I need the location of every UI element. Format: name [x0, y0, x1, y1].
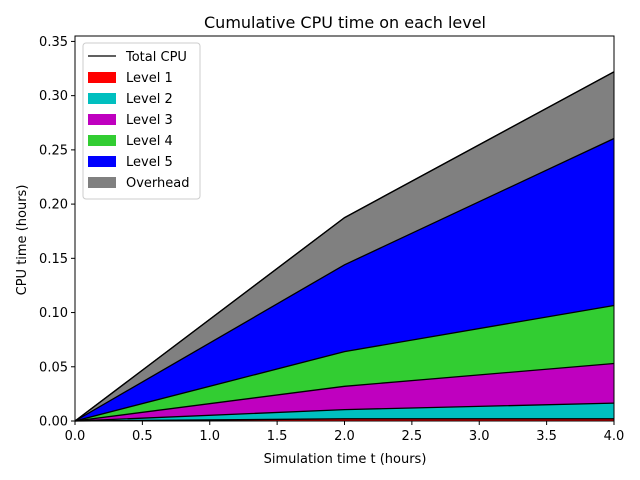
- line-total-cpu: [74, 71, 615, 422]
- boundary-level-5: [74, 137, 615, 422]
- area-layers: [75, 71, 614, 422]
- x-tick-label: 3.0: [469, 429, 490, 444]
- area-level-2: [75, 403, 614, 421]
- legend-label-level-1: Level 1: [126, 71, 173, 86]
- legend-swatch-level-1: [88, 72, 116, 83]
- legend-label-total-cpu: Total CPU: [125, 50, 187, 65]
- y-tick-label: 0.05: [39, 360, 68, 375]
- boundary-level-1: [74, 418, 614, 422]
- x-axis-label: Simulation time t (hours): [264, 452, 427, 467]
- area-boundaries: [74, 71, 615, 422]
- y-tick-label: 0.00: [39, 415, 68, 430]
- legend-swatch-level-2: [88, 93, 116, 104]
- legend-label-level-2: Level 2: [126, 92, 173, 107]
- y-tick-label: 0.35: [39, 35, 68, 50]
- x-tick-label: 1.0: [199, 429, 220, 444]
- area-overhead: [75, 71, 614, 421]
- x-tick-label: 0.0: [65, 429, 86, 444]
- boundary-level-3: [74, 362, 615, 422]
- x-tick-label: 2.0: [334, 429, 355, 444]
- chart-title: Cumulative CPU time on each level: [204, 13, 486, 32]
- y-tick-label: 0.25: [39, 143, 68, 158]
- legend-swatch-level-4: [88, 135, 116, 146]
- boundary-level-2: [74, 402, 615, 422]
- axes: 0.0 0.5 1.0 1.5 2.0 2.5 3.0 3.5 4.0 0.00 0.05 0.10 0…: [39, 35, 624, 444]
- legend-label-overhead: Overhead: [126, 176, 190, 191]
- legend: Total CPU Level 1 Level 2 Level 3 Level 4 Lev…: [82, 42, 201, 200]
- x-tick-label: 2.5: [402, 429, 423, 444]
- area-level-5: [75, 138, 614, 422]
- y-tick-label: 0.10: [39, 306, 68, 321]
- legend-label-level-4: Level 4: [126, 134, 173, 149]
- legend-swatch-level-3: [88, 114, 116, 125]
- legend-swatch-level-5: [88, 156, 116, 167]
- area-level-4: [75, 305, 614, 421]
- x-tick-label: 3.5: [536, 429, 557, 444]
- y-axis-label: CPU time (hours): [15, 185, 30, 296]
- y-tick-label: 0.30: [39, 89, 68, 104]
- y-tick-label: 0.15: [39, 252, 68, 267]
- x-tick-label: 0.5: [132, 429, 153, 444]
- y-tick-label: 0.20: [39, 198, 68, 213]
- boundary-level-4: [74, 304, 615, 422]
- legend-swatch-overhead: [88, 177, 116, 188]
- area-level-3: [75, 363, 614, 421]
- x-tick-label: 4.0: [604, 429, 625, 444]
- legend-label-level-5: Level 5: [126, 155, 173, 170]
- legend-label-level-3: Level 3: [126, 113, 173, 128]
- x-tick-label: 1.5: [267, 429, 288, 444]
